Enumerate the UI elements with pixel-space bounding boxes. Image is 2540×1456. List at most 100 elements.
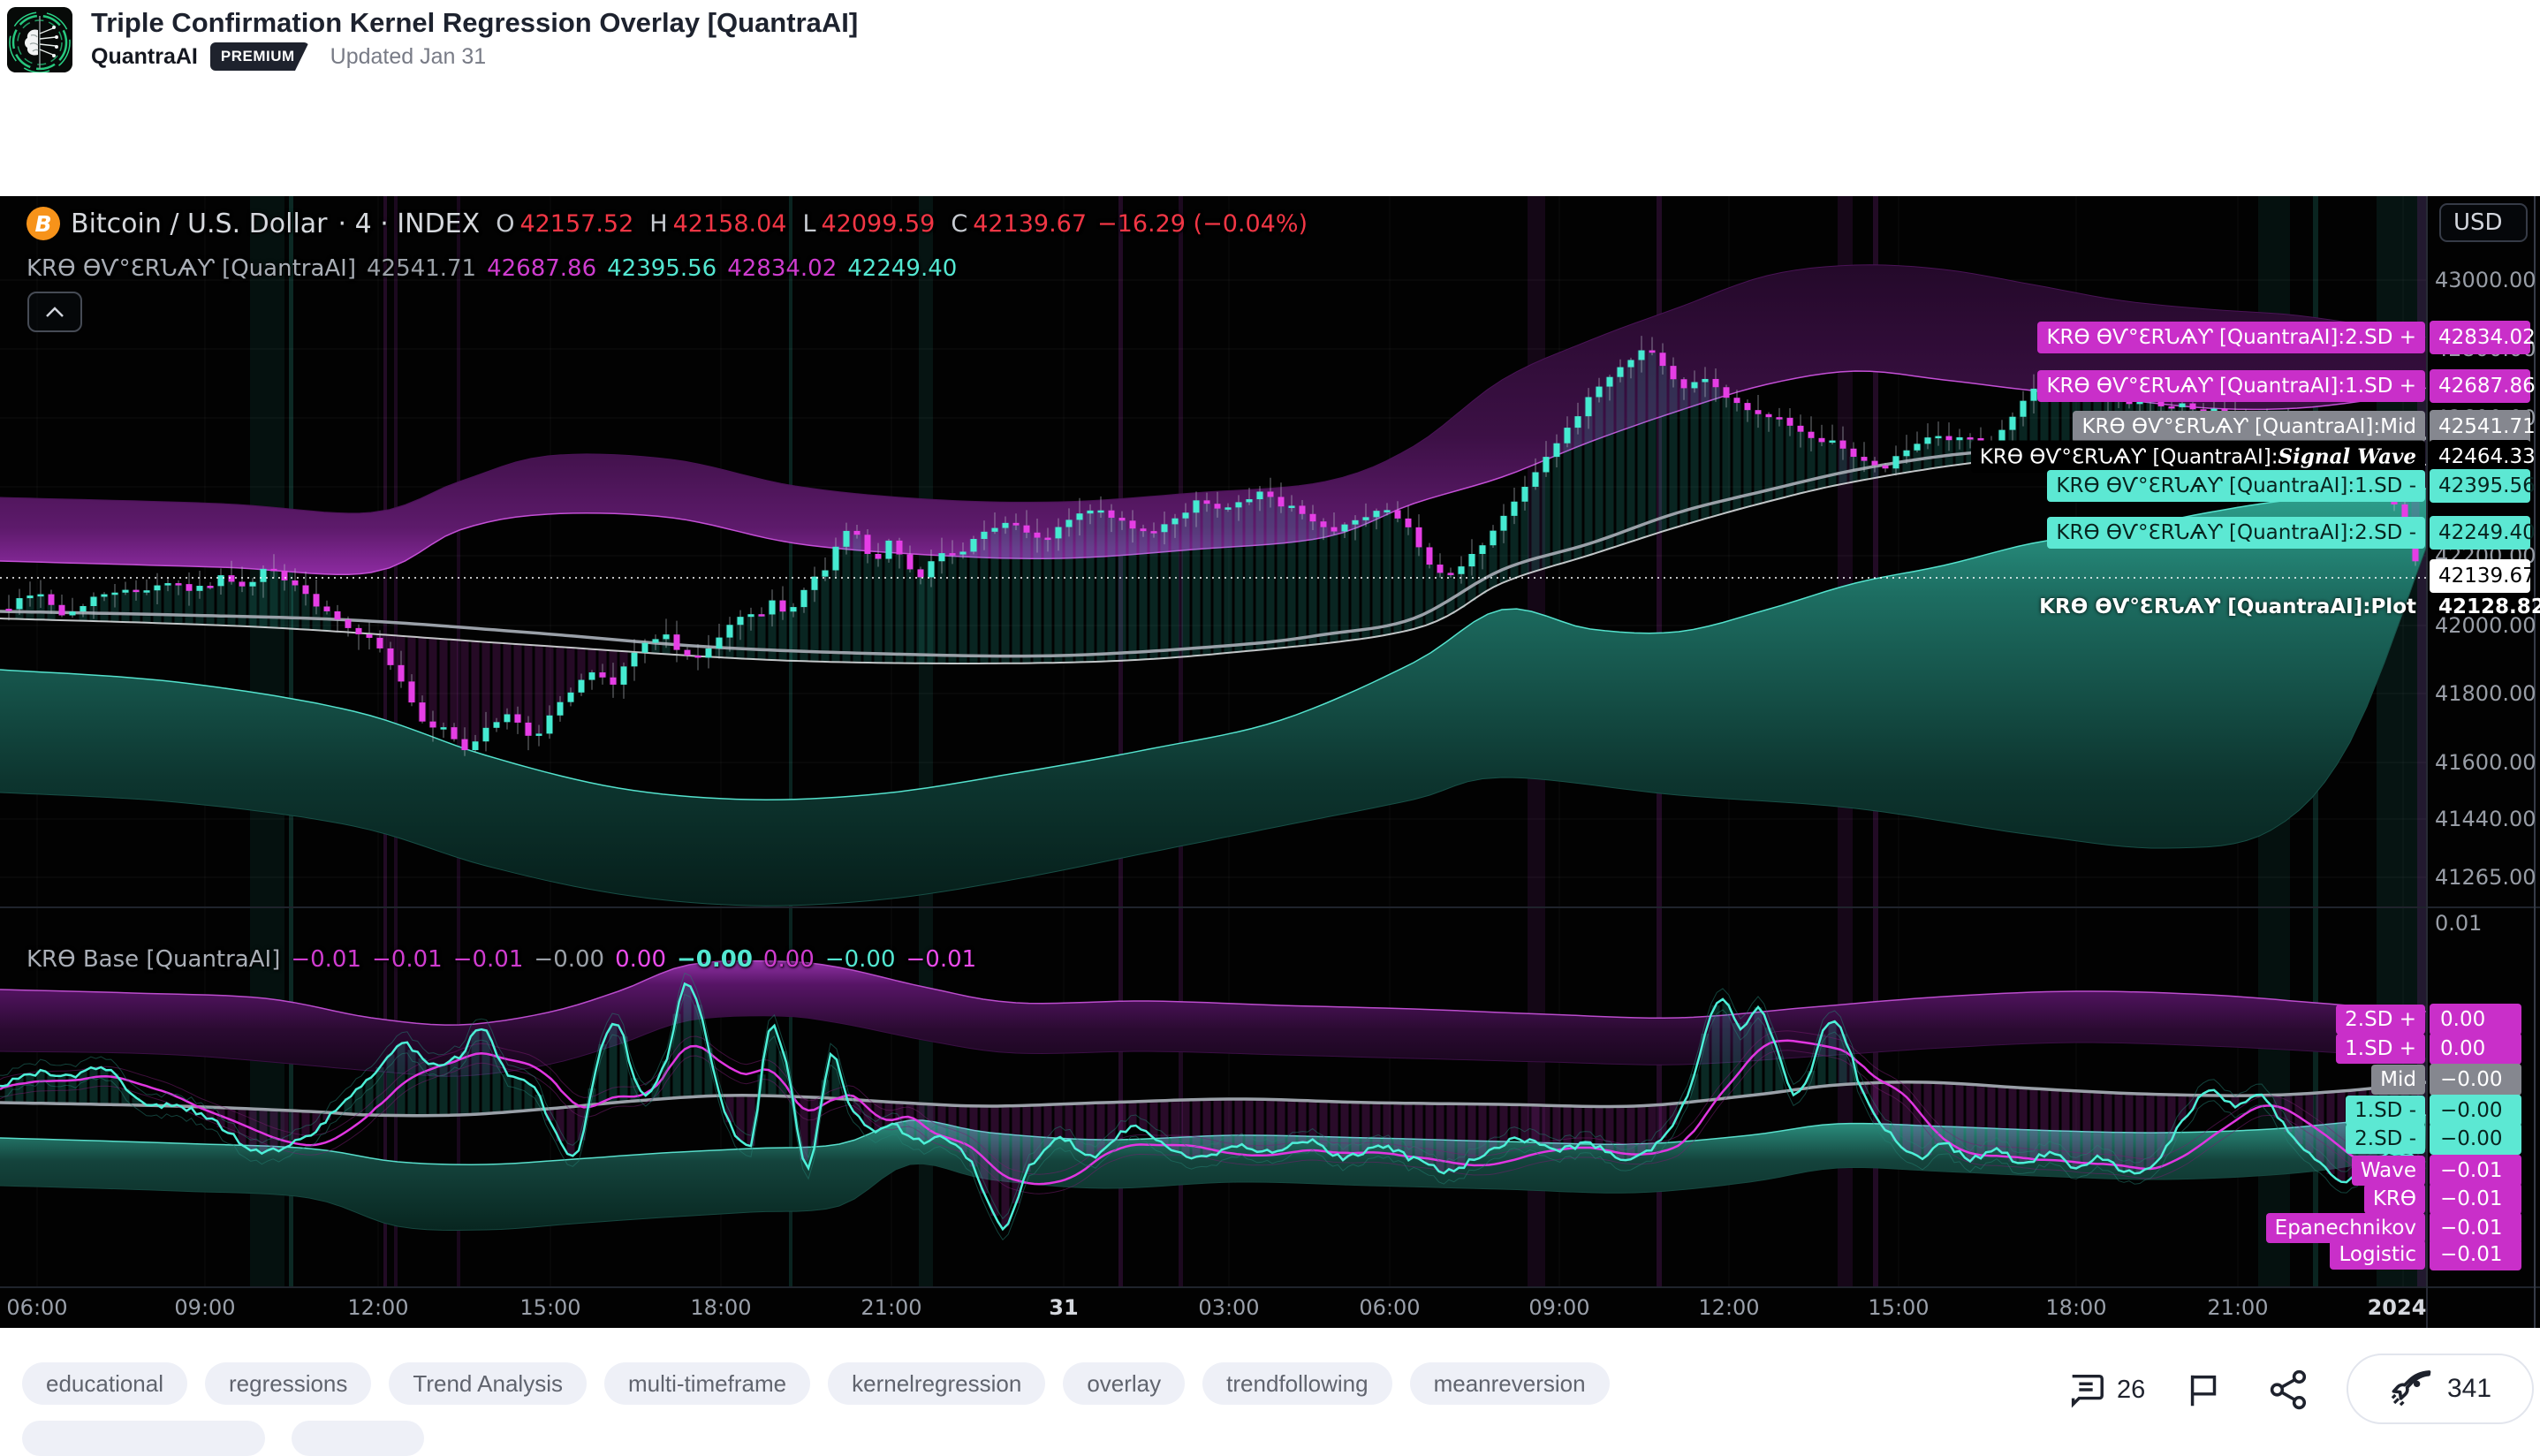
osc-row-label: 2.SD + — [2336, 1005, 2425, 1035]
share-icon — [2270, 1369, 2307, 1410]
comments-action[interactable]: 26 — [2066, 1369, 2145, 1410]
price-row-value: 42249.40 — [2430, 516, 2536, 550]
symbol-details: · 4 · INDEX — [337, 208, 481, 239]
osc-row-value: 0.00 — [2430, 1004, 2521, 1035]
overlay-indicator-legend[interactable]: KRƟ ƟѴ°ƐRՆѦƳ [QuantraAI] 42541.71 42687.… — [27, 255, 957, 282]
script-label: Signal Wave — [2278, 444, 2416, 469]
osc-row-label: Epanechnikov — [2265, 1213, 2425, 1243]
time-label: 06:00 — [1359, 1295, 1421, 1320]
base-indicator-legend[interactable]: KRƟ Base [QuantraAI] −0.01 −0.01 −0.01 −… — [27, 946, 976, 973]
price-tick: 41600.00 — [2435, 750, 2536, 775]
time-label: 31 — [1049, 1295, 1079, 1320]
tag-trend-analysis[interactable]: Trend Analysis — [389, 1362, 587, 1405]
osc-row-label: 1.SD - — [2346, 1096, 2425, 1126]
boost-count: 341 — [2446, 1374, 2492, 1403]
tag-meanreversion[interactable]: meanreversion — [1409, 1362, 1610, 1405]
overlay-value-sd1p: 42687.86 — [487, 255, 597, 282]
price-row-label: KRƟ ƟѴ°ƐRՆѦƳ [QuantraAI]:1.SD - — [2047, 470, 2425, 502]
brain-logo-icon — [7, 7, 72, 72]
time-label: 09:00 — [174, 1295, 236, 1320]
price-row-value: 42541.71 — [2430, 410, 2536, 444]
author-name[interactable]: QuantraAI — [91, 43, 198, 69]
osc-row-label: 2.SD - — [2346, 1124, 2425, 1154]
overlay-value-mid: 42541.71 — [367, 255, 477, 282]
high-label: H — [649, 209, 668, 238]
base-value-3: −0.01 — [452, 946, 524, 973]
tag-multi-timeframe[interactable]: multi-timeframe — [603, 1362, 811, 1405]
time-label: 21:00 — [2207, 1295, 2269, 1320]
time-label: 15:00 — [519, 1295, 581, 1320]
author-row: QuantraAI PREMIUM Updated Jan 31 — [91, 42, 486, 71]
publisher-logo[interactable] — [7, 7, 72, 72]
high-value: 42158.04 — [672, 209, 787, 238]
overlay-value-sd1m: 42395.56 — [607, 255, 717, 282]
chart-canvas[interactable] — [0, 196, 2540, 1328]
price-row-value: 42395.56 — [2430, 469, 2536, 503]
time-label: 15:00 — [1868, 1295, 1930, 1320]
price-tick: 43000.00 — [2435, 268, 2536, 292]
tag-cropped-2[interactable] — [292, 1421, 424, 1456]
share-action[interactable] — [2267, 1368, 2311, 1412]
comment-icon — [2071, 1374, 2104, 1408]
price-row-value: 42139.67 — [2430, 559, 2536, 593]
tag-trendfollowing[interactable]: trendfollowing — [1202, 1362, 1392, 1405]
time-label: 12:00 — [347, 1295, 409, 1320]
chevron-up-icon — [46, 307, 64, 317]
symbol-pair: Bitcoin / U.S. Dollar — [71, 208, 328, 239]
price-row-value: 42128.82 — [2438, 595, 2540, 618]
osc-row-value: −0.00 — [2430, 1064, 2521, 1096]
base-value-7: 0.00 — [762, 946, 815, 973]
time-label: 12:00 — [1698, 1295, 1760, 1320]
base-value-9: −0.01 — [906, 946, 977, 973]
premium-badge: PREMIUM — [209, 42, 309, 71]
open-label: O — [496, 209, 515, 238]
bitcoin-icon: B — [27, 207, 60, 240]
time-label: 03:00 — [1198, 1295, 1260, 1320]
page-title: Triple Confirmation Kernel Regression Ov… — [91, 7, 859, 38]
rocket-icon — [2391, 1370, 2431, 1407]
overlay-value-sd2p: 42834.02 — [727, 255, 838, 282]
time-label: 09:00 — [1528, 1295, 1590, 1320]
time-label: 21:00 — [861, 1295, 922, 1320]
price-tick: 41265.00 — [2435, 865, 2536, 890]
osc-row-value: −0.00 — [2430, 1123, 2521, 1155]
tag-regressions[interactable]: regressions — [205, 1362, 372, 1405]
base-value-8: −0.00 — [824, 946, 896, 973]
boost-action[interactable]: 341 — [2347, 1354, 2534, 1424]
price-row-value: 42834.02 — [2430, 321, 2536, 354]
price-row-label: KRƟ ƟѴ°ƐRՆѦƳ [QuantraAI]:Mid — [2073, 411, 2425, 443]
price-row-label: KRƟ ƟѴ°ƐRՆѦƳ [QuantraAI]:1.SD + — [2037, 370, 2425, 402]
price-row-value: 42687.86 — [2430, 369, 2536, 403]
osc-row-label: KRƟ — [2363, 1184, 2425, 1214]
base-value-1: −0.01 — [291, 946, 362, 973]
price-row-value: 42464.33 — [2430, 440, 2536, 474]
low-label: L — [802, 209, 816, 238]
osc-row-label: 1.SD + — [2336, 1034, 2425, 1064]
base-value-2: −0.01 — [372, 946, 443, 973]
price-tick: 41800.00 — [2435, 681, 2536, 706]
close-label: C — [951, 209, 968, 238]
tag-kernelregression[interactable]: kernelregression — [828, 1362, 1046, 1405]
updated-date: Updated Jan 31 — [330, 43, 487, 69]
base-indicator-name: KRƟ Base [QuantraAI] — [27, 946, 281, 973]
price-row-label: KRƟ ƟѴ°ƐRՆѦƳ [QuantraAI]:2.SD - — [2047, 517, 2425, 549]
open-value: 42157.52 — [519, 209, 634, 238]
time-label: 2024 — [2367, 1295, 2427, 1320]
low-value: 42099.59 — [821, 209, 936, 238]
base-value-5: 0.00 — [615, 946, 666, 973]
tags-row: educational regressions Trend Analysis m… — [22, 1362, 1610, 1405]
tag-cropped-1[interactable] — [22, 1421, 265, 1456]
price-tick: 41440.00 — [2435, 807, 2536, 831]
symbol-legend[interactable]: B Bitcoin / U.S. Dollar · 4 · INDEX O 42… — [27, 207, 1308, 240]
base-value-4: −0.00 — [534, 946, 605, 973]
osc-row-label: Logistic — [2330, 1240, 2425, 1270]
price-row-label: KRƟ ƟѴ°ƐRՆѦƳ [QuantraAI]:2.SD + — [2037, 322, 2425, 353]
report-action[interactable] — [2184, 1369, 2225, 1410]
tag-educational[interactable]: educational — [22, 1362, 187, 1405]
price-row-label: KRƟ ƟѴ°ƐRՆѦƳ [QuantraAI]:Signal Wave — [1970, 440, 2425, 474]
collapse-pane-button[interactable] — [27, 292, 82, 332]
currency-selector[interactable]: USD — [2439, 203, 2528, 242]
tag-overlay[interactable]: overlay — [1063, 1362, 1186, 1405]
flag-icon — [2190, 1375, 2217, 1407]
